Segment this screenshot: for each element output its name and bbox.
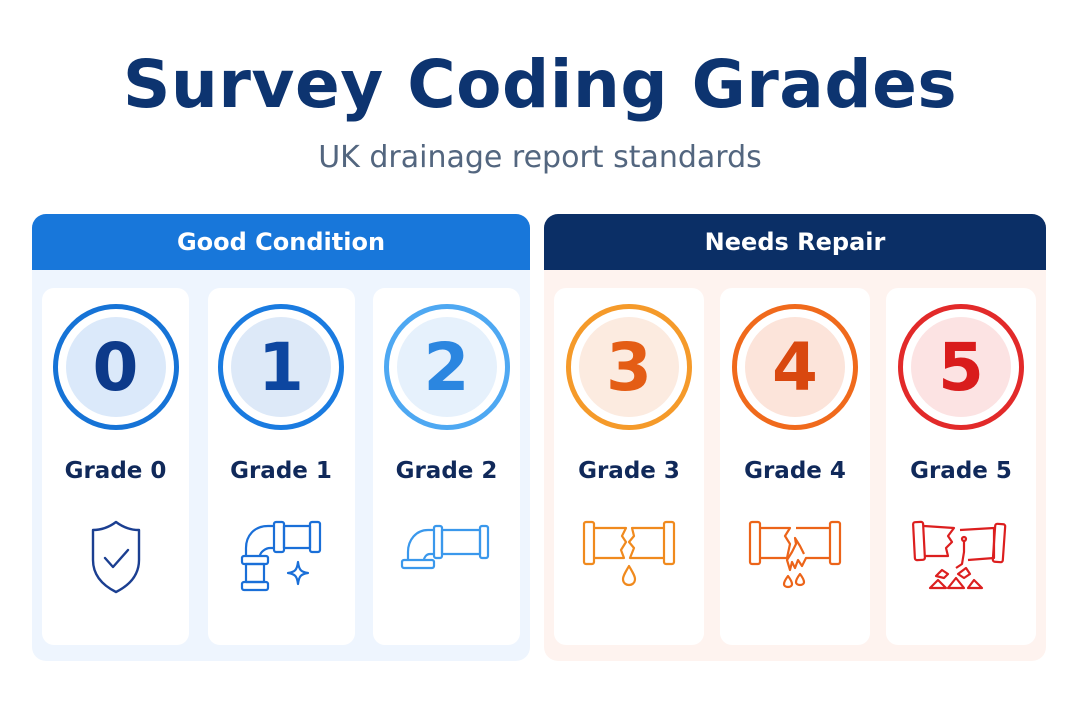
- grade-badge-5: 5: [898, 304, 1024, 430]
- grade-card-5: 5 Grade 5: [886, 288, 1036, 645]
- grade-label-5: Grade 5: [910, 458, 1012, 484]
- grade-card-3: 3 Grade 3: [554, 288, 704, 645]
- grade-label-0: Grade 0: [64, 458, 167, 484]
- cracked-pipe-drip-icon: [574, 518, 684, 598]
- needs-repair-cards: 3 Grade 3 4 Grade 4: [554, 288, 1036, 645]
- good-condition-cards: 0 Grade 0 1 Grade 1: [42, 288, 520, 645]
- grade-badge-3: 3: [566, 304, 692, 430]
- grade-number-4: 4: [745, 317, 845, 417]
- grade-card-1: 1 Grade 1: [207, 288, 355, 645]
- grade-label-4: Grade 4: [744, 458, 846, 484]
- shield-check-icon: [61, 518, 171, 598]
- grade-number-2: 2: [396, 317, 497, 417]
- pipe-elbow-icon: [392, 518, 502, 598]
- broken-pipe-leak-icon: [740, 518, 850, 598]
- page-subtitle: UK drainage report standards: [318, 140, 762, 175]
- grade-badge-2: 2: [383, 304, 510, 430]
- grade-badge-0: 0: [52, 304, 179, 430]
- collapsed-pipe-rubble-icon: [906, 518, 1016, 598]
- grade-badge-1: 1: [218, 304, 344, 430]
- grade-badge-4: 4: [732, 304, 858, 430]
- pipe-elbow-sparkle-icon: [226, 518, 336, 598]
- page-title: Survey Coding Grades: [122, 46, 958, 123]
- panel-header-needs-repair: Needs Repair: [544, 214, 1046, 270]
- good-condition-panel: Good Condition 0 Grade 0 1 Grade 1: [32, 214, 530, 661]
- grade-card-2: 2 Grade 2: [373, 288, 520, 645]
- grade-label-1: Grade 1: [230, 458, 332, 484]
- grade-card-0: 0 Grade 0: [42, 288, 189, 645]
- grade-label-3: Grade 3: [578, 458, 680, 484]
- grade-card-4: 4 Grade 4: [720, 288, 870, 645]
- grade-number-0: 0: [65, 317, 166, 417]
- grade-number-1: 1: [231, 317, 331, 417]
- grade-label-2: Grade 2: [395, 458, 498, 484]
- grade-number-3: 3: [579, 317, 679, 417]
- grade-number-5: 5: [911, 317, 1011, 417]
- panel-header-good-condition: Good Condition: [32, 214, 530, 270]
- needs-repair-panel: Needs Repair 3 Grade 3 4 Grade 4: [544, 214, 1046, 661]
